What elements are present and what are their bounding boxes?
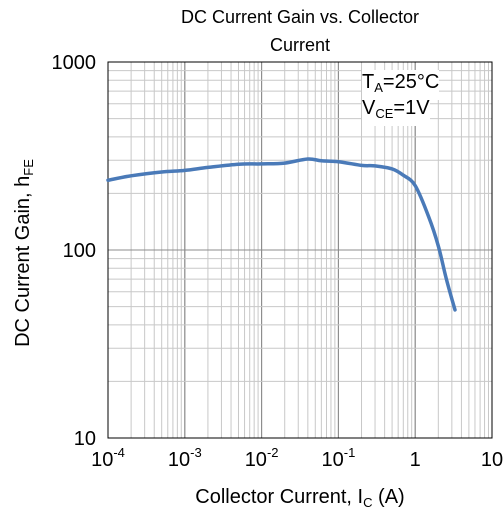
annotation-ta-symbol: T [362,71,375,93]
x-tick-label: 1 [410,449,421,471]
chart-title-line-2: Current [269,35,331,55]
annotation-vce-value: =1V [393,97,430,119]
grid-lines [107,61,493,439]
x-axis-label-subscript: C [363,495,373,510]
chart-title-line-1: DC Current Gain vs. Collector [180,7,420,27]
series-group [106,157,457,312]
y-tick-label: 10 [74,428,96,450]
y-tick-labels: 10 100 1000 [52,52,97,450]
y-axis-label-subscript: FE [21,159,36,176]
annotation-temperature: TA=25°C [362,70,440,100]
y-tick-label: 100 [63,240,96,262]
plot-frame [107,61,493,439]
x-tick-label: 10 [481,449,503,471]
y-axis-label-main: DC Current Gain, h [12,175,34,347]
x-tick-label: 10-1 [321,445,355,471]
x-axis-label: Collector Current, IC (A) [108,485,492,515]
annotation-vce: VCE=1V [362,96,430,126]
series-line-hfe [106,157,457,312]
y-tick-label: 1000 [52,52,97,74]
x-tick-label: 10-4 [91,445,125,471]
x-tick-labels: 10-4 10-3 10-2 10-1 1 10 [91,445,503,471]
annotation-vce-subscript: CE [375,106,394,121]
x-axis-label-unit: (A) [372,486,405,508]
x-tick-label: 10-2 [245,445,279,471]
x-tick-label: 10-3 [168,445,202,471]
annotation-vce-symbol: V [362,97,376,119]
annotation-ta-subscript: A [374,80,383,95]
annotation-ta-value: =25°C [382,71,440,93]
x-axis-label-main: Collector Current, I [195,486,364,508]
